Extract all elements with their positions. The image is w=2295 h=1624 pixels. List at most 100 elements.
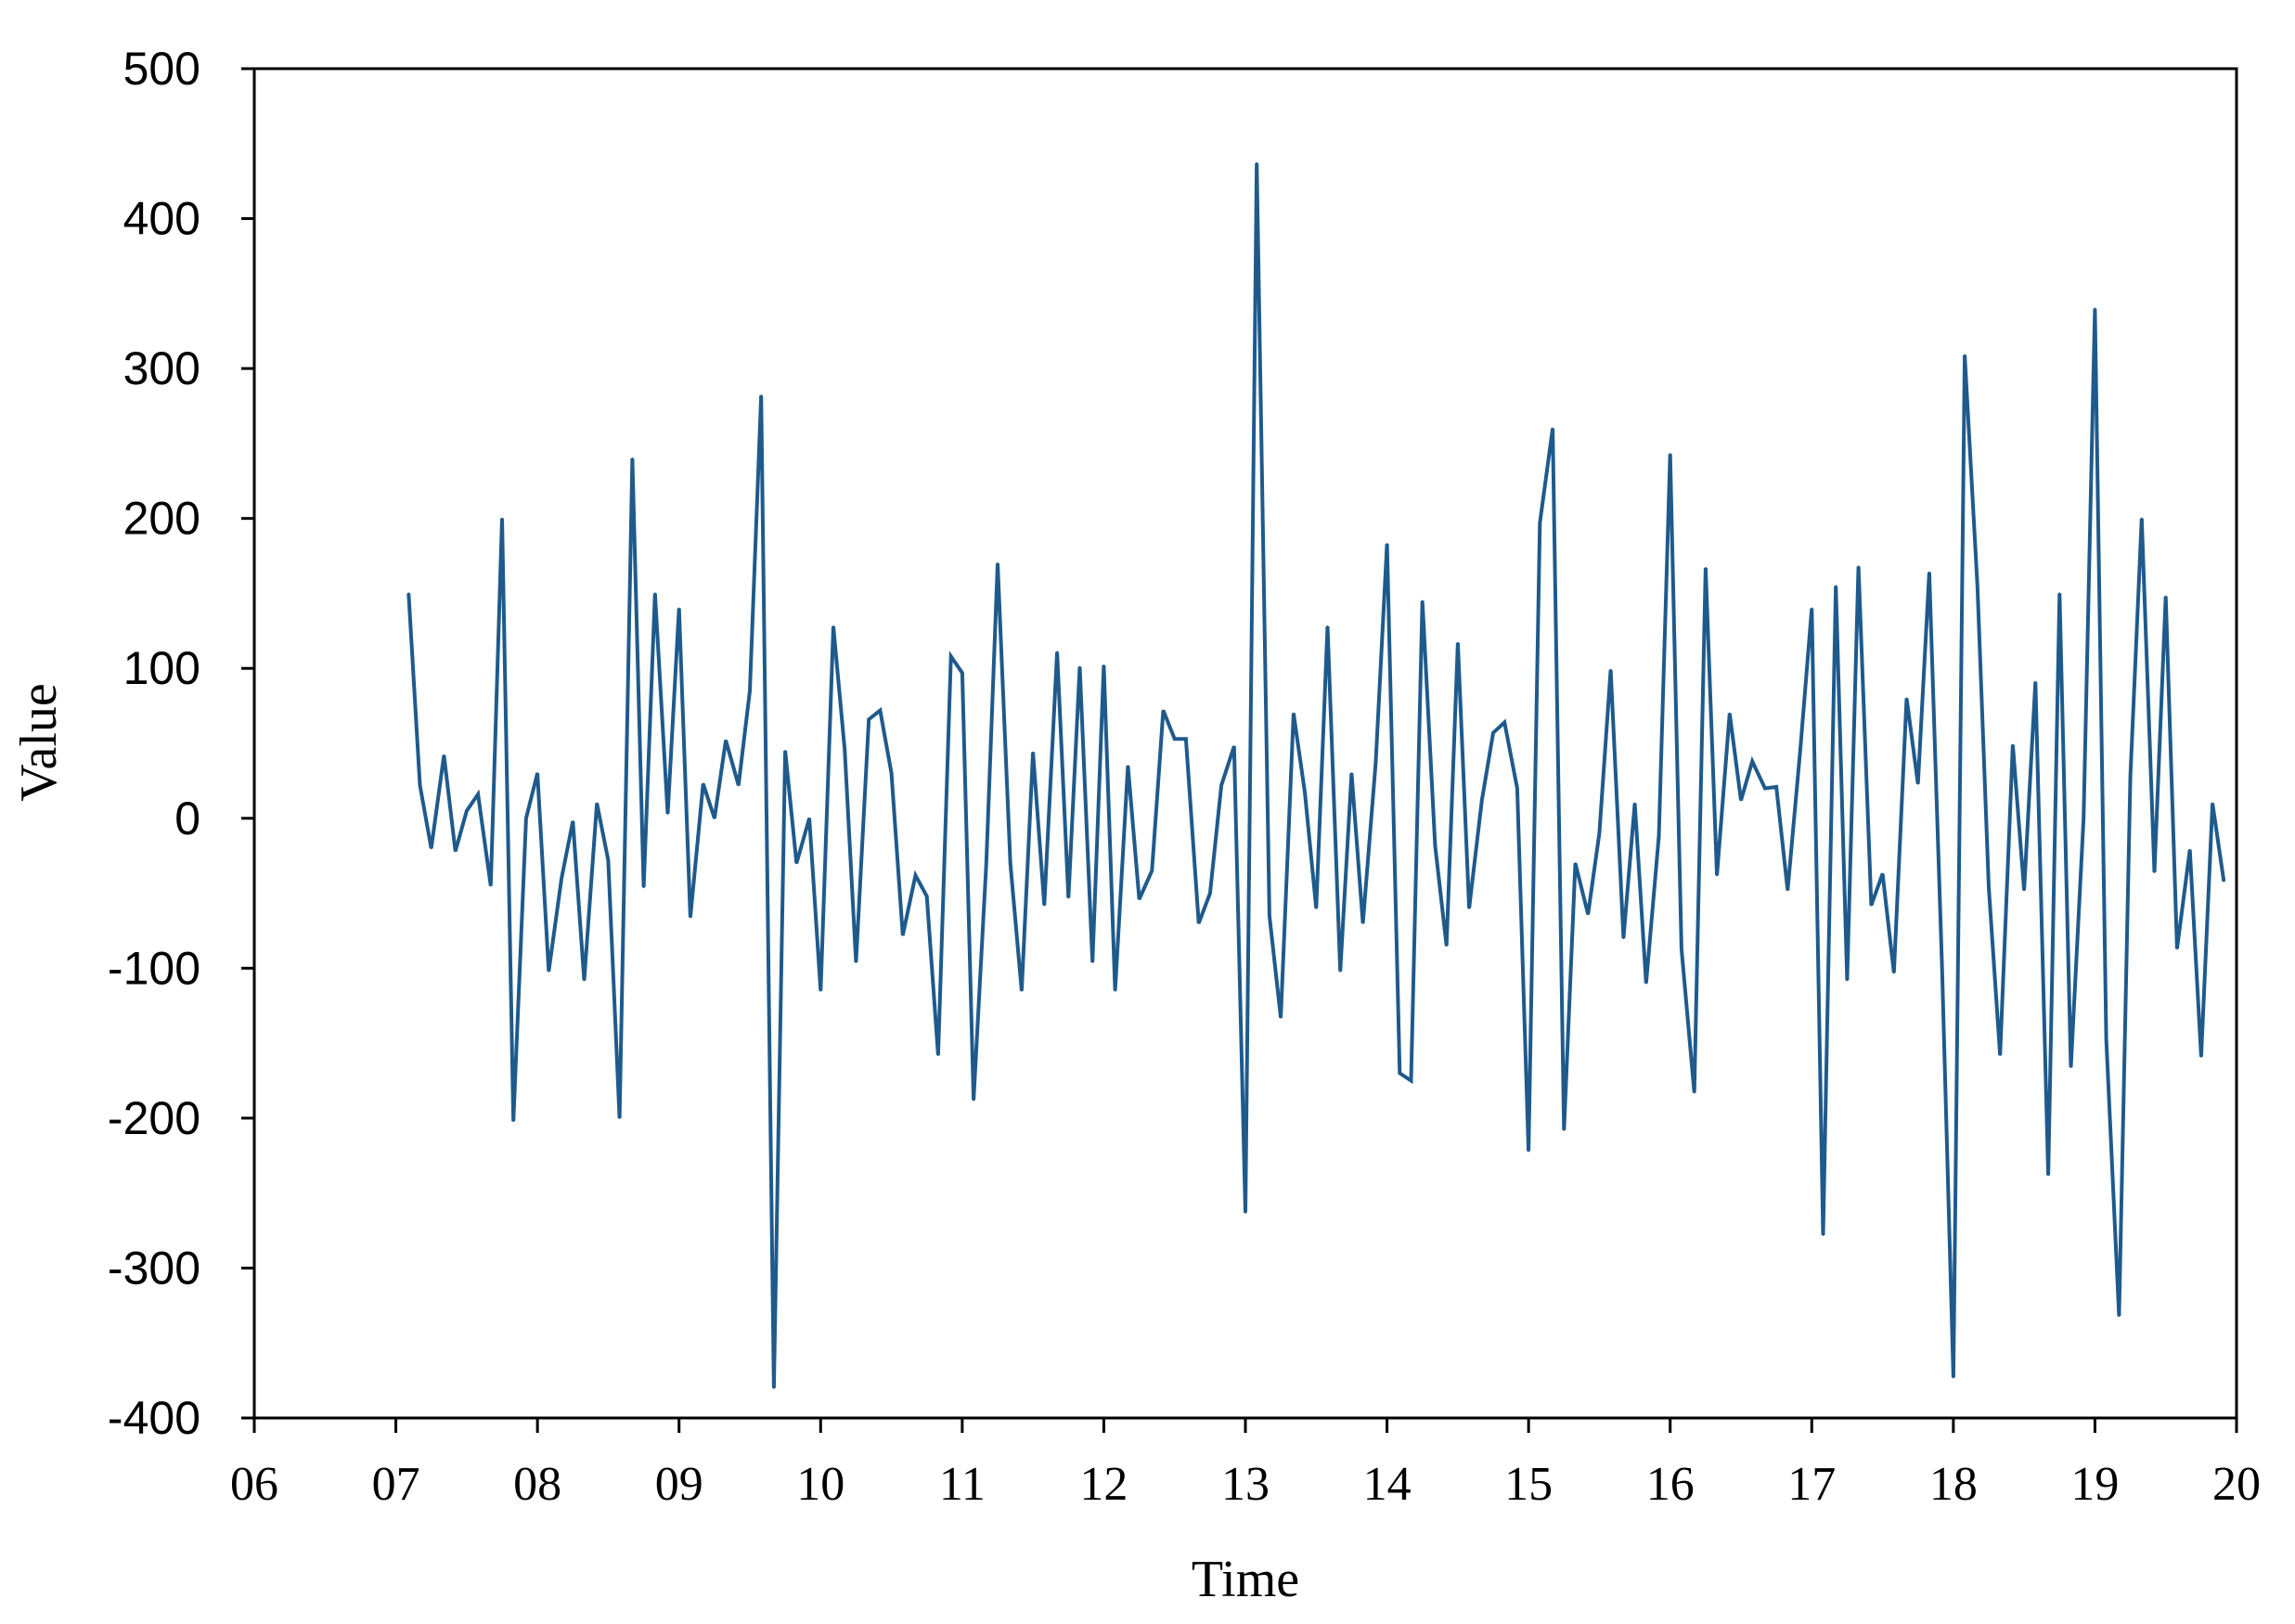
data-point bbox=[1220, 784, 1223, 787]
data-point bbox=[1173, 738, 1176, 741]
data-point bbox=[1539, 522, 1541, 524]
data-point bbox=[666, 812, 669, 815]
data-point bbox=[997, 562, 999, 565]
data-point bbox=[1399, 1072, 1401, 1075]
data-point bbox=[819, 989, 822, 992]
data-point bbox=[1280, 1016, 1283, 1019]
data-point bbox=[1964, 354, 1966, 356]
data-point bbox=[2175, 947, 2178, 950]
y-tick-label: -300 bbox=[108, 1242, 200, 1294]
data-point bbox=[1940, 967, 1943, 970]
data-point bbox=[501, 517, 503, 520]
data-point bbox=[1786, 889, 1789, 892]
data-point bbox=[2140, 517, 2143, 520]
data-point bbox=[1775, 785, 1778, 788]
data-point bbox=[749, 690, 751, 692]
y-tick-label: -100 bbox=[108, 942, 200, 994]
x-tick-label: 07 bbox=[372, 1458, 420, 1511]
data-point bbox=[1503, 721, 1506, 724]
y-tick-label: 500 bbox=[123, 43, 200, 95]
x-tick-label: 10 bbox=[796, 1458, 845, 1511]
data-point bbox=[2069, 1066, 2072, 1068]
data-point bbox=[1326, 625, 1329, 627]
data-point bbox=[1916, 782, 1919, 785]
y-tick-label: 300 bbox=[123, 342, 200, 394]
data-point bbox=[596, 802, 599, 805]
data-point bbox=[949, 655, 952, 658]
data-point bbox=[737, 784, 740, 787]
data-point bbox=[725, 739, 728, 741]
data-point bbox=[868, 718, 870, 721]
data-point bbox=[1386, 543, 1388, 546]
data-point bbox=[808, 817, 811, 819]
x-tick-label: 18 bbox=[1929, 1458, 1978, 1511]
data-point bbox=[407, 592, 410, 595]
data-point bbox=[1232, 745, 1235, 748]
y-axis-tick-labels: 500 400 300 200 100 0 -100 -200 -300 -400 bbox=[108, 43, 200, 1444]
data-point bbox=[1339, 970, 1342, 973]
data-point bbox=[2188, 848, 2191, 851]
data-point bbox=[607, 859, 610, 861]
data-point bbox=[443, 754, 445, 756]
data-point bbox=[572, 820, 574, 822]
data-point bbox=[677, 607, 680, 610]
x-axis-ticks bbox=[252, 1418, 2238, 1433]
data-point bbox=[2082, 817, 2085, 819]
x-tick-label: 14 bbox=[1363, 1458, 1412, 1511]
data-point bbox=[1492, 731, 1494, 734]
data-point bbox=[454, 850, 457, 853]
data-point bbox=[1999, 1054, 2002, 1056]
data-point bbox=[618, 1116, 621, 1119]
data-point bbox=[702, 782, 704, 785]
data-point bbox=[1976, 585, 1979, 587]
data-point bbox=[1609, 668, 1612, 671]
x-tick-label: 16 bbox=[1646, 1458, 1695, 1511]
x-tick-label: 12 bbox=[1079, 1458, 1128, 1511]
series-line bbox=[406, 162, 2226, 1388]
data-point bbox=[1078, 665, 1081, 668]
data-point bbox=[1434, 844, 1437, 846]
data-point bbox=[2211, 802, 2214, 805]
data-point bbox=[760, 394, 763, 397]
data-point bbox=[1056, 651, 1059, 653]
data-point bbox=[1151, 870, 1154, 872]
data-point bbox=[1032, 751, 1035, 754]
data-point bbox=[1552, 427, 1554, 430]
data-point bbox=[1304, 792, 1307, 794]
data-point bbox=[1680, 947, 1683, 950]
data-point bbox=[855, 960, 857, 963]
data-point bbox=[1622, 937, 1625, 939]
y-tick-label: 400 bbox=[123, 193, 200, 245]
x-tick-label: 19 bbox=[2070, 1458, 2119, 1511]
data-point bbox=[1751, 760, 1754, 763]
data-point bbox=[1315, 907, 1318, 909]
data-point bbox=[1456, 641, 1459, 644]
data-point bbox=[1350, 772, 1353, 775]
data-point bbox=[1846, 979, 1849, 982]
data-point bbox=[583, 979, 586, 982]
x-tick-label: 09 bbox=[655, 1458, 703, 1511]
x-axis-tick-labels: 06 07 08 09 10 11 12 13 14 15 16 17 18 19 20 bbox=[230, 1458, 2261, 1511]
data-point bbox=[1563, 1128, 1566, 1131]
data-point bbox=[1410, 1079, 1412, 1082]
data-point bbox=[419, 784, 421, 787]
data-point bbox=[1716, 874, 1719, 877]
data-point bbox=[2034, 680, 2037, 683]
data-point bbox=[1091, 960, 1094, 963]
data-point bbox=[1197, 922, 1200, 924]
data-point bbox=[1952, 1376, 1954, 1379]
data-point bbox=[1928, 571, 1930, 574]
data-point bbox=[1268, 914, 1270, 917]
data-point bbox=[2058, 592, 2061, 595]
data-point bbox=[536, 772, 539, 775]
data-point bbox=[1644, 982, 1647, 985]
data-point bbox=[890, 772, 893, 775]
data-point bbox=[879, 709, 882, 712]
data-point bbox=[1587, 913, 1590, 916]
x-tick-label: 17 bbox=[1787, 1458, 1836, 1511]
y-axis-title: Value bbox=[10, 683, 68, 802]
x-tick-label: 20 bbox=[2212, 1458, 2261, 1511]
data-point bbox=[2105, 1038, 2108, 1040]
x-tick-label: 08 bbox=[513, 1458, 561, 1511]
data-point bbox=[524, 817, 527, 819]
